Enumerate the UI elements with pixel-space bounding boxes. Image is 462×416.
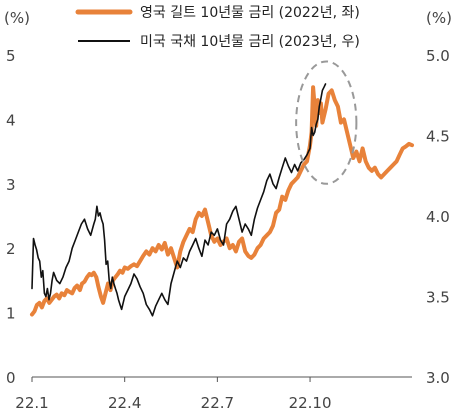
right-axis-unit: (%) <box>426 9 452 27</box>
left-tick-label: 5 <box>6 47 16 65</box>
legend: 영국 길트 10년물 금리 (2022년, 좌) 미국 국채 10년물 금리 (… <box>75 5 360 50</box>
highlight-layer <box>295 60 358 185</box>
right-tick-label: 4.0 <box>426 208 450 226</box>
right-tick-label: 5.0 <box>426 47 450 65</box>
x-tick-label: 22.1 <box>15 394 48 412</box>
left-tick-label: 0 <box>6 369 16 387</box>
legend-treasury-label: 미국 국채 10년물 금리 (2023년, 우) <box>140 34 360 50</box>
right-tick-label: 3.5 <box>426 289 450 307</box>
right-tick-label: 3.0 <box>426 369 450 387</box>
left-tick-label: 3 <box>6 176 16 194</box>
x-axis-ticks: 22.1 22.4 22.7 22.10 <box>15 377 332 412</box>
left-tick-label: 1 <box>6 305 16 323</box>
right-tick-label: 4.5 <box>426 128 450 146</box>
highlight-ellipse <box>295 60 358 185</box>
left-axis-unit: (%) <box>4 9 30 27</box>
series-treasury-line <box>31 83 327 317</box>
left-tick-label: 4 <box>6 111 16 129</box>
x-tick-label: 22.10 <box>289 394 332 412</box>
left-axis-ticks: 0 1 2 3 4 5 <box>6 47 16 387</box>
x-tick-label: 22.4 <box>108 394 141 412</box>
series-layer <box>30 83 414 317</box>
series-gilt-line <box>30 85 414 317</box>
legend-gilt-label: 영국 길트 10년물 금리 (2022년, 좌) <box>140 5 360 21</box>
x-tick-label: 22.7 <box>201 394 234 412</box>
right-axis-ticks: 3.0 3.5 4.0 4.5 5.0 <box>426 47 450 387</box>
left-tick-label: 2 <box>6 240 16 258</box>
